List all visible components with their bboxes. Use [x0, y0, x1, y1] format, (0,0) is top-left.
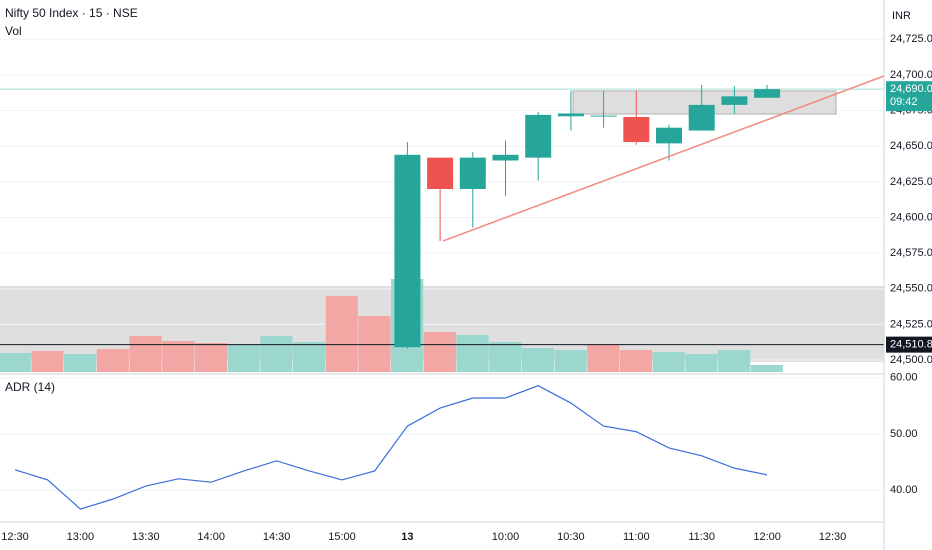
chart-title: Nifty 50 Index · 15 · NSE — [5, 6, 138, 20]
volume-bar — [489, 342, 522, 372]
volume-bar — [96, 349, 129, 372]
candle-body — [459, 157, 486, 189]
x-tick-label: 11:00 — [623, 531, 650, 543]
y-tick-label: 24,700.00 — [890, 69, 932, 81]
indicator-line — [14, 385, 768, 510]
y-tick-label: 24,625.00 — [890, 176, 932, 188]
volume-bar — [325, 296, 358, 372]
volume-bar — [456, 335, 489, 372]
x-tick-label: 10:00 — [492, 531, 520, 543]
candle-body — [590, 115, 617, 117]
candle-body — [754, 89, 781, 98]
price-layer — [0, 84, 884, 349]
x-tick-label: 13:30 — [132, 531, 160, 543]
volume-bar — [423, 332, 456, 372]
volume-label: Vol — [5, 24, 22, 38]
indicator-title: ADR (14) — [5, 380, 55, 394]
volume-bar — [162, 341, 195, 372]
y-tick-label: 24,500.00 — [890, 354, 932, 366]
volume-bar — [129, 336, 162, 372]
candle-body — [525, 114, 552, 158]
last-price-tag — [886, 81, 932, 112]
volume-bar — [227, 345, 260, 372]
x-tick-label: 12:30 — [1, 531, 29, 543]
volume-bar — [64, 354, 97, 372]
y-tick-label: 24,525.00 — [890, 318, 932, 330]
candle-body — [688, 104, 715, 131]
x-tick-label: 14:30 — [263, 531, 291, 543]
x-tick-label: 15:00 — [328, 531, 356, 543]
volume-bar — [619, 350, 653, 372]
candle-body — [427, 157, 454, 189]
volume-bar — [194, 343, 228, 372]
candle-body — [623, 117, 650, 142]
x-tick-label: 11:30 — [688, 531, 715, 543]
volume-bar — [521, 348, 555, 372]
volume-bar — [31, 351, 64, 372]
x-tick-label: 13:00 — [67, 531, 95, 543]
candle-body — [394, 154, 421, 348]
trend-line — [442, 75, 885, 242]
y-tick-label: 40.00 — [890, 484, 918, 496]
y-tick-label: 24,600.00 — [890, 211, 932, 223]
x-tick-label: 14:00 — [197, 531, 225, 543]
y-tick-label: 24,725.00 — [890, 33, 932, 45]
currency: INR — [892, 10, 911, 22]
countdown-label: 09:42 — [890, 96, 918, 108]
y-tick-label: 24,550.00 — [890, 283, 932, 295]
volume-bar — [750, 365, 783, 372]
candle-body — [721, 96, 748, 105]
y-tick-label: 60.00 — [890, 372, 918, 384]
x-tick-label: 12:30 — [819, 531, 847, 543]
volume-bar — [587, 345, 620, 372]
volume-bar — [685, 354, 718, 372]
volume-bar — [260, 336, 293, 372]
volume-bar — [718, 350, 751, 372]
volume-bar — [358, 316, 391, 372]
candle-body — [656, 127, 682, 144]
candle-body — [492, 154, 519, 161]
candle-body — [557, 113, 584, 117]
y-tick-label: 50.00 — [890, 428, 918, 440]
volume-bar — [292, 342, 326, 372]
level-tag — [886, 336, 932, 353]
last-price-label: 24,690.05 — [890, 83, 932, 95]
x-tick-label: 10:30 — [557, 531, 585, 543]
x-tick-label: 13 — [401, 531, 413, 543]
level-label: 24,510.80 — [890, 339, 932, 351]
volume-bar — [652, 352, 685, 372]
y-tick-label: 24,650.00 — [890, 140, 932, 152]
y-tick-label: 24,575.00 — [890, 247, 932, 259]
volume-bar — [554, 350, 587, 372]
volume-bar — [0, 353, 31, 372]
x-tick-label: 12:00 — [753, 531, 781, 543]
